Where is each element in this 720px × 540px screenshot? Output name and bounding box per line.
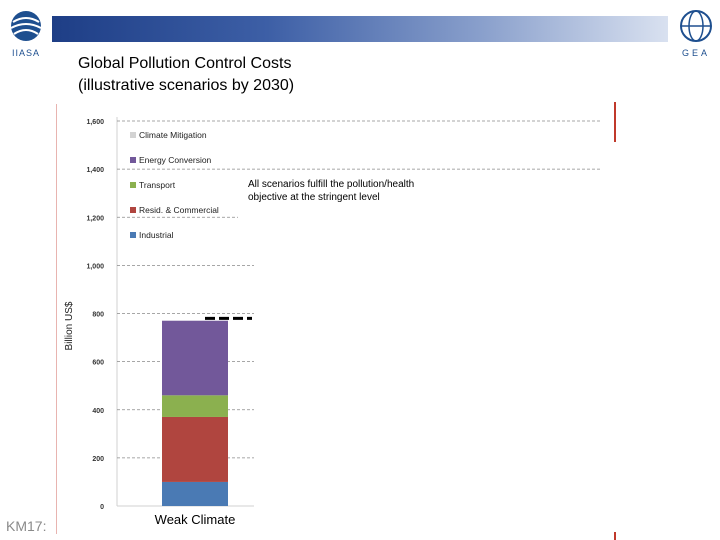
y-tick-label: 1,600 [86,119,104,126]
x-category-label: Weak Climate [155,512,236,527]
legend-label: Energy Conversion [139,155,212,165]
y-tick-label: 1,400 [86,167,104,174]
iiasa-logo: IIASA [10,11,42,58]
y-tick-label: 600 [92,360,104,367]
annotation-line1: All scenarios fulfill the pollution/heal… [248,179,414,190]
y-axis-label: Billion US$ [64,301,75,350]
chart-title-line2: (illustrative scenarios by 2030) [78,77,295,94]
bar-segment-transport [162,395,228,417]
annotation-line2: objective at the stringent level [248,192,380,203]
slide-left-rule [56,104,57,534]
y-tick-label: 1,200 [86,215,104,222]
bar-segment-energy-conversion [162,320,228,396]
legend-label: Transport [139,180,176,190]
legend-swatch [130,132,136,138]
iiasa-logo-text: IIASA [12,48,40,58]
legend-swatch [130,207,136,213]
header-banner [52,16,668,42]
slide-right-rule-bottom [614,532,616,540]
y-tick-label: 400 [92,408,104,415]
y-tick-label: 200 [92,456,104,463]
slide-right-rule [614,102,616,142]
y-tick-label: 0 [100,504,104,511]
slide-code: KM17: [6,518,47,534]
gea-logo: GEA [680,10,712,58]
chart-title-line1: Global Pollution Control Costs [78,55,292,72]
y-tick-label: 800 [92,312,104,319]
bar-segment-industrial [162,481,228,506]
legend-label: Industrial [139,230,174,240]
legend-label: Resid. & Commercial [139,205,219,215]
legend-swatch [130,182,136,188]
y-tick-label: 1,000 [86,263,104,270]
legend-swatch [130,232,136,238]
bar-segment-resid-commercial [162,416,228,482]
legend-swatch [130,157,136,163]
legend-label: Climate Mitigation [139,130,207,140]
gea-logo-text: GEA [682,48,710,58]
